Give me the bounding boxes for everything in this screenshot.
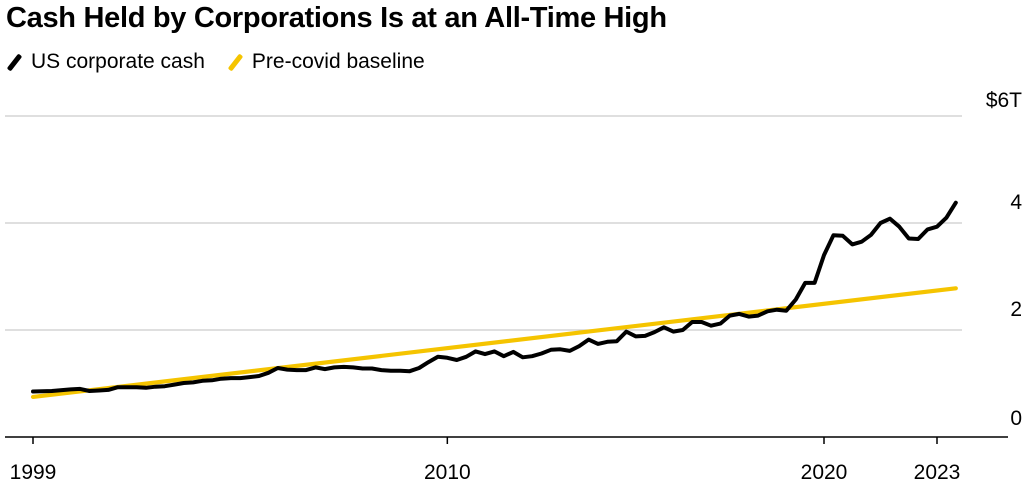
legend-item-baseline: Pre-covid baseline	[227, 50, 425, 74]
series-line-us-corporate-cash	[31, 200, 958, 394]
y-tick-label: 4	[1010, 191, 1022, 214]
legend-label-cash: US corporate cash	[31, 50, 205, 73]
x-tick-label: 2023	[914, 461, 961, 484]
x-tick-label: 1999	[10, 461, 57, 484]
y-tick-label: $6T	[986, 89, 1022, 112]
legend-swatch-cash	[6, 52, 23, 72]
legend: US corporate cash Pre-covid baseline	[6, 50, 447, 74]
chart-title: Cash Held by Corporations Is at an All-T…	[6, 2, 667, 34]
legend-label-baseline: Pre-covid baseline	[251, 50, 425, 73]
line-chart: 0 2 4 $6T 1999 2010 2020 2023	[5, 89, 1022, 484]
series-line-pre-covid-baseline	[30, 286, 958, 399]
x-tick-label: 2010	[424, 461, 471, 484]
x-tick-label: 2020	[801, 461, 848, 484]
y-tick-label: 0	[1010, 407, 1022, 430]
legend-item-cash: US corporate cash	[6, 50, 205, 74]
legend-swatch-baseline	[227, 52, 244, 72]
y-tick-label: 2	[1010, 298, 1022, 321]
